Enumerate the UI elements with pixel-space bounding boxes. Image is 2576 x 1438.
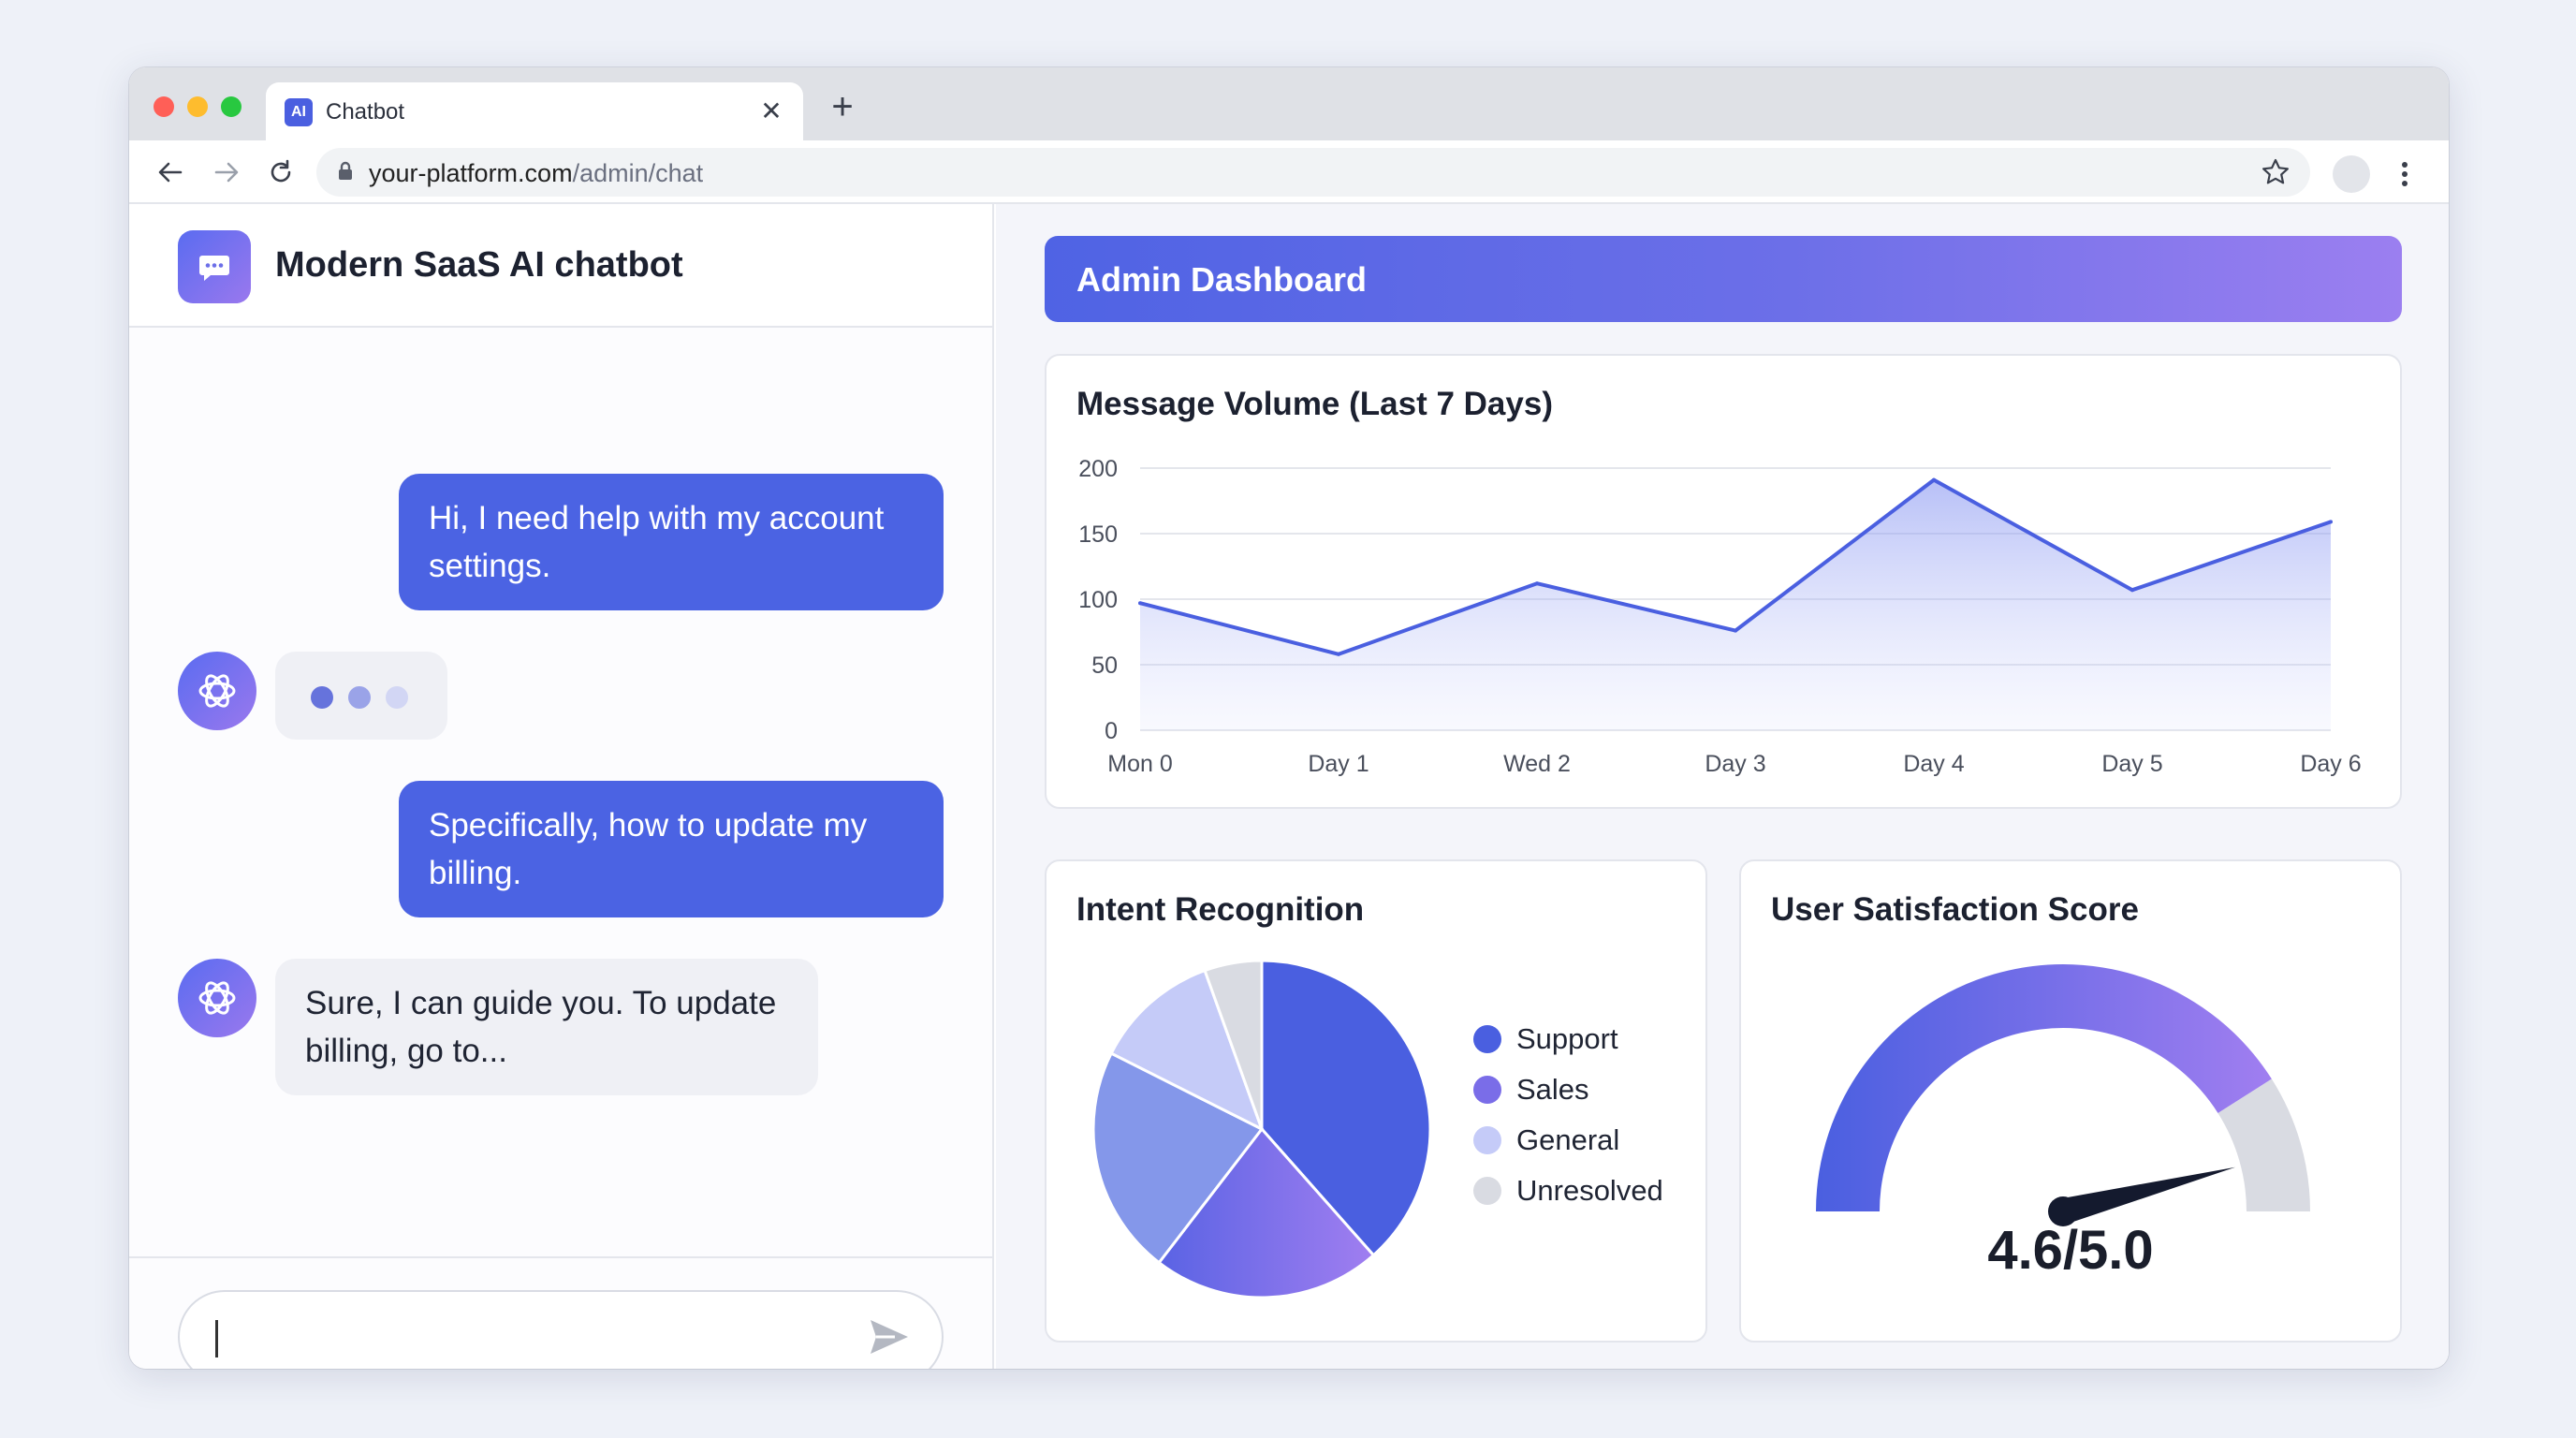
data-point bbox=[1337, 652, 1340, 656]
chart-title: Intent Recognition bbox=[1076, 891, 1365, 928]
y-tick-label: 50 bbox=[1091, 653, 1118, 679]
forward-icon[interactable] bbox=[206, 152, 247, 193]
intent-pie-chart bbox=[1091, 959, 1432, 1299]
legend-item: Sales bbox=[1473, 1073, 1589, 1107]
text-caret bbox=[215, 1320, 218, 1357]
pie-slice-general bbox=[1109, 968, 1265, 1133]
bot-avatar-icon bbox=[178, 652, 256, 730]
satisfaction-gauge bbox=[1816, 963, 2310, 1226]
x-tick-label: Day 1 bbox=[1308, 751, 1368, 777]
page-content: Modern SaaS AI chatbot Hi, I need help w… bbox=[129, 204, 2449, 1369]
dashboard-title: Admin Dashboard bbox=[1076, 260, 1368, 299]
chat-title: Modern SaaS AI chatbot bbox=[275, 245, 683, 285]
data-point bbox=[2130, 588, 2134, 593]
minimize-window-button[interactable] bbox=[187, 96, 208, 117]
chart-title: User Satisfaction Score bbox=[1771, 891, 2139, 928]
pie-slice-support bbox=[1091, 1051, 1265, 1265]
browser-tab[interactable]: AI Chatbot ✕ bbox=[266, 82, 803, 140]
message-input[interactable] bbox=[178, 1290, 944, 1369]
pie-slice-unresolved bbox=[1203, 959, 1264, 1130]
satisfaction-score: 4.6/5.0 bbox=[1987, 1220, 2154, 1281]
x-tick-label: Day 6 bbox=[2300, 751, 2361, 777]
data-point bbox=[1734, 628, 1737, 633]
x-tick-label: Mon 0 bbox=[1107, 751, 1172, 777]
intent-recognition-card: Intent Recognition Support Sales General… bbox=[1045, 859, 1707, 1343]
y-tick-label: 200 bbox=[1078, 456, 1118, 482]
gauge-needle bbox=[2059, 1167, 2236, 1225]
message-volume-card: Message Volume (Last 7 Days) 0 50 100 150 20… bbox=[1045, 354, 2402, 809]
send-icon[interactable] bbox=[863, 1311, 915, 1363]
chat-pane: Modern SaaS AI chatbot Hi, I need help w… bbox=[129, 204, 994, 1369]
data-point bbox=[1932, 477, 1936, 482]
tab-strip: AI Chatbot ✕ + bbox=[129, 67, 2449, 140]
typing-dot bbox=[386, 686, 408, 709]
pie-slice-support bbox=[1260, 959, 1432, 1257]
data-point bbox=[1138, 601, 1142, 606]
y-tick-label: 150 bbox=[1078, 521, 1118, 548]
gauge-filled-arc bbox=[1816, 963, 2272, 1211]
lock-icon bbox=[337, 161, 354, 186]
legend-label: Unresolved bbox=[1516, 1174, 1663, 1207]
x-tick-label: Day 5 bbox=[2101, 751, 2162, 777]
message-volume-chart: 0 50 100 150 200 Mon 0 Day 1 Wed 2 Day 3 Day 4 Day… bbox=[1078, 456, 2361, 777]
legend-swatch bbox=[1473, 1126, 1501, 1154]
y-tick-label: 100 bbox=[1078, 587, 1118, 613]
satisfaction-card: User Satisfaction Score 4.6/5.0 bbox=[1739, 859, 2402, 1343]
url-path: /admin/chat bbox=[572, 159, 704, 187]
area-fill bbox=[1140, 479, 2331, 730]
gauge-needle-hub bbox=[2048, 1196, 2078, 1226]
legend-label: General bbox=[1516, 1123, 1620, 1156]
legend-swatch bbox=[1473, 1025, 1501, 1053]
star-icon[interactable] bbox=[2260, 156, 2291, 193]
url-text[interactable]: your-platform.com/admin/chat bbox=[369, 159, 703, 188]
legend-item: Unresolved bbox=[1473, 1174, 1663, 1208]
browser-window: AI Chatbot ✕ + your-platform.com/admin/c… bbox=[129, 67, 2449, 1369]
legend-label: Support bbox=[1516, 1022, 1618, 1055]
close-window-button[interactable] bbox=[154, 96, 174, 117]
admin-dashboard: Admin Dashboard Message Volume (Last 7 D… bbox=[996, 204, 2449, 1369]
user-message: Specifically, how to update my billing. bbox=[399, 781, 944, 917]
tab-title: Chatbot bbox=[326, 99, 405, 125]
browser-toolbar: your-platform.com/admin/chat bbox=[129, 140, 2449, 204]
x-tick-label: Day 4 bbox=[1903, 751, 1964, 777]
chat-header: Modern SaaS AI chatbot bbox=[129, 204, 992, 328]
bot-message: Sure, I can guide you. To update billing… bbox=[275, 959, 818, 1095]
legend-swatch bbox=[1473, 1076, 1501, 1104]
typing-indicator bbox=[275, 652, 447, 740]
bot-avatar-icon bbox=[178, 959, 256, 1037]
gauge-remaining-arc bbox=[2217, 1078, 2310, 1211]
address-bar[interactable]: your-platform.com/admin/chat bbox=[316, 148, 2310, 197]
chat-bubble-icon bbox=[178, 230, 251, 303]
data-point bbox=[2329, 520, 2333, 524]
chat-footer bbox=[129, 1256, 992, 1369]
y-tick-label: 0 bbox=[1105, 718, 1118, 744]
tab-favicon-icon: AI bbox=[285, 98, 313, 126]
data-point bbox=[1535, 581, 1539, 586]
user-message: Hi, I need help with my account settings… bbox=[399, 474, 944, 610]
legend-label: Sales bbox=[1516, 1073, 1589, 1106]
legend-item: General bbox=[1473, 1123, 1619, 1157]
kebab-menu-icon[interactable] bbox=[2391, 154, 2419, 195]
close-icon[interactable]: ✕ bbox=[760, 95, 783, 125]
legend-swatch bbox=[1473, 1177, 1501, 1205]
x-tick-label: Day 3 bbox=[1705, 751, 1765, 777]
reload-icon[interactable] bbox=[260, 152, 301, 193]
legend-item: Support bbox=[1473, 1022, 1618, 1056]
back-icon[interactable] bbox=[150, 152, 191, 193]
maximize-window-button[interactable] bbox=[221, 96, 242, 117]
chart-title: Message Volume (Last 7 Days) bbox=[1076, 386, 1553, 422]
url-domain: your-platform.com bbox=[369, 159, 573, 187]
dashboard-header: Admin Dashboard bbox=[1045, 236, 2402, 322]
typing-dot bbox=[311, 686, 333, 709]
plus-icon[interactable]: + bbox=[831, 85, 854, 127]
pie-slice-sales bbox=[1157, 1126, 1376, 1299]
x-tick-label: Wed 2 bbox=[1503, 751, 1571, 777]
typing-dot bbox=[348, 686, 371, 709]
profile-avatar[interactable] bbox=[2333, 155, 2370, 193]
